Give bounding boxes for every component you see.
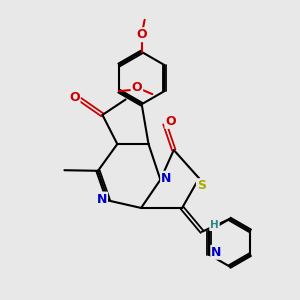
Text: N: N — [97, 193, 107, 206]
Text: O: O — [131, 81, 142, 94]
Text: N: N — [211, 246, 222, 259]
Text: O: O — [69, 91, 80, 103]
Text: N: N — [161, 172, 172, 185]
Text: H: H — [210, 220, 219, 230]
Text: O: O — [166, 115, 176, 128]
Text: O: O — [136, 28, 147, 41]
Text: S: S — [197, 179, 206, 192]
